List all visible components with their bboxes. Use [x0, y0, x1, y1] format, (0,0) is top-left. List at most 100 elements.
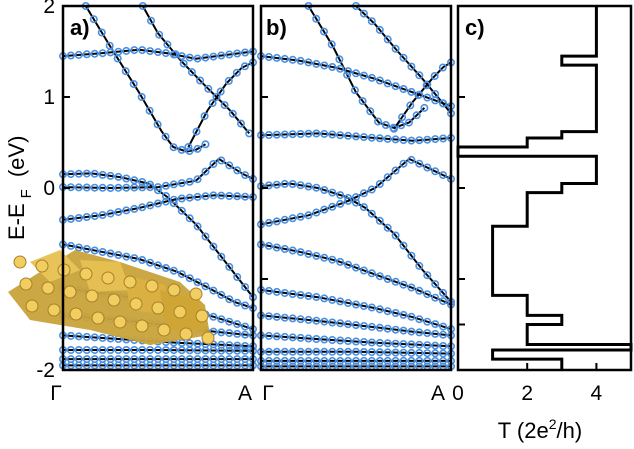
inset-atom [63, 285, 77, 299]
band-point [233, 192, 242, 201]
band-point [404, 118, 413, 127]
band-line-7 [260, 243, 452, 306]
band-point [98, 211, 107, 220]
band-point [304, 58, 313, 67]
band-point [209, 242, 218, 251]
band-line-6 [62, 194, 254, 221]
band-point [217, 346, 226, 355]
band-point [423, 290, 432, 299]
band-point [399, 85, 408, 94]
band-point [201, 140, 210, 149]
inset-atom [151, 301, 165, 315]
band-point [217, 315, 226, 324]
band-point [216, 87, 225, 96]
band-point [264, 131, 273, 140]
band-point [431, 280, 440, 289]
band-point [367, 356, 376, 365]
band-point [367, 303, 376, 312]
inset-atom [135, 319, 149, 333]
inset-atom [201, 331, 215, 345]
band-point [280, 245, 289, 254]
band-point [412, 111, 421, 120]
band-point [359, 347, 368, 356]
band-point [272, 53, 281, 62]
band-point [161, 197, 170, 206]
band-point [328, 62, 337, 71]
band-point [399, 280, 408, 289]
panel-a-a-label: A [238, 382, 252, 405]
band-point [169, 50, 178, 59]
band-point [177, 194, 186, 203]
band-point [82, 169, 91, 178]
band-point [138, 361, 147, 370]
band-point [423, 356, 432, 365]
band-point [90, 345, 99, 354]
band-line-4 [260, 182, 452, 303]
band-point [90, 246, 99, 255]
band-point [398, 113, 407, 122]
panel-c-x-tick-label: 0 [452, 382, 464, 405]
band-point [74, 332, 83, 341]
band-point [193, 346, 202, 355]
panel-c-label: c) [465, 15, 485, 40]
band-point [82, 332, 91, 341]
band-point [439, 288, 448, 297]
panel-a-y-tick-label: 2 [43, 0, 55, 18]
band-point [97, 28, 106, 37]
band-point [217, 252, 226, 261]
band-point [438, 63, 447, 72]
band-point [233, 272, 242, 281]
band-point [288, 314, 297, 323]
band-point [272, 217, 281, 226]
band-point [288, 180, 297, 189]
band-point [336, 347, 345, 356]
band-point [264, 52, 273, 61]
band-point [383, 35, 392, 44]
band-point [130, 254, 139, 263]
band-point [90, 361, 99, 370]
band-line-11 [63, 349, 254, 352]
band-point [351, 300, 360, 309]
band-point [154, 48, 163, 57]
band-point [201, 167, 210, 176]
band-point [201, 346, 210, 355]
band-point [184, 143, 193, 152]
band-point [407, 62, 416, 71]
band-point [154, 261, 163, 270]
band-point [209, 160, 218, 169]
band-point [375, 338, 384, 347]
band-point [351, 263, 360, 272]
inset-atom [179, 327, 193, 341]
band-point [312, 251, 321, 260]
band-point [89, 15, 98, 24]
band-point [114, 208, 123, 217]
band-point [423, 329, 432, 338]
band-point [161, 263, 170, 272]
band-point [82, 245, 91, 254]
band-point [138, 203, 147, 212]
band-point [304, 250, 313, 259]
band-point [320, 347, 329, 356]
band-point [439, 134, 448, 143]
band-point [367, 185, 376, 194]
band-point [320, 356, 329, 365]
band-point [241, 48, 250, 57]
band-point [296, 347, 305, 356]
band-point [375, 323, 384, 332]
band-point [66, 361, 75, 370]
band-point [185, 274, 194, 283]
band-point [344, 196, 353, 205]
panel-a-y-ticks: -2 0 1 2 [36, 0, 70, 382]
band-point [383, 307, 392, 316]
band-point [320, 186, 329, 195]
band-point [415, 315, 424, 324]
band-point [177, 361, 186, 370]
band-point [336, 199, 345, 208]
band-point [169, 195, 178, 204]
band-point [336, 336, 345, 345]
inset-atom [79, 267, 93, 281]
band-point [185, 177, 194, 186]
band-point [146, 47, 155, 56]
band-point [375, 25, 384, 34]
x-axis-title-main: T (2e [498, 418, 549, 443]
